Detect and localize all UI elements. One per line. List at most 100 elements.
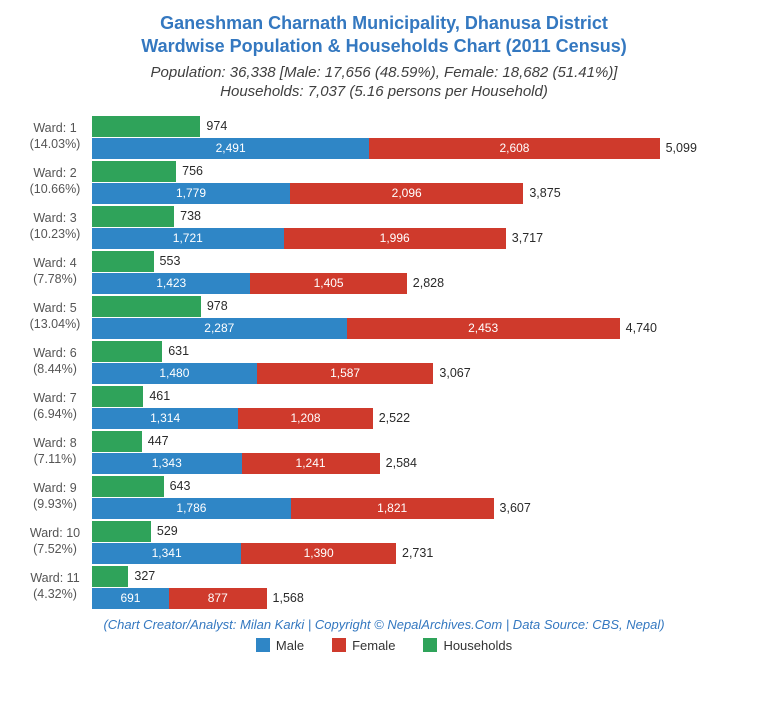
population-bar-line: 2,2872,453 4,740	[92, 318, 750, 339]
ward-label: Ward: 11(4.32%)	[18, 566, 92, 609]
households-bar-line: 978	[92, 296, 750, 317]
households-bar-line: 447	[92, 431, 750, 452]
ward-bars: 447 1,3431,241 2,584	[92, 431, 750, 474]
ward-label: Ward: 6(8.44%)	[18, 341, 92, 384]
households-value: 553	[160, 254, 181, 268]
total-value: 2,731	[402, 546, 433, 560]
ward-label: Ward: 5(13.04%)	[18, 296, 92, 339]
households-value: 974	[206, 119, 227, 133]
population-bar-line: 1,3431,241 2,584	[92, 453, 750, 474]
ward-row: Ward: 5(13.04%)9782,2872,453 4,740	[18, 296, 750, 339]
ward-row: Ward: 1(14.03%) 974 2,4912,608 5,099	[18, 116, 750, 159]
total-value: 5,099	[666, 141, 697, 155]
male-bar: 2,287	[92, 318, 347, 339]
female-swatch	[332, 638, 346, 652]
female-bar: 1,405	[250, 273, 406, 294]
ward-bars: 5531,4231,4052,828	[92, 251, 750, 294]
households-value: 461	[149, 389, 170, 403]
female-bar: 2,453	[347, 318, 620, 339]
ward-row: Ward: 3(10.23%)7381,7211,9963,717	[18, 206, 750, 249]
population-bar-line: 1,3141,208 2,522	[92, 408, 750, 429]
households-bar	[92, 296, 201, 317]
households-bar	[92, 161, 176, 182]
households-value: 447	[148, 434, 169, 448]
title-line2: Wardwise Population & Households Chart (…	[141, 36, 626, 56]
total-value: 4,740	[626, 321, 657, 335]
title-line1: Ganeshman Charnath Municipality, Dhanusa…	[160, 13, 608, 33]
ward-bars: 7561,7792,0963,875	[92, 161, 750, 204]
total-value: 3,717	[512, 231, 543, 245]
population-bar-line: 1,7792,0963,875	[92, 183, 750, 204]
ward-bars: 461 1,3141,208 2,522	[92, 386, 750, 429]
households-value: 643	[170, 479, 191, 493]
total-value: 2,522	[379, 411, 410, 425]
female-bar: 1,241	[242, 453, 380, 474]
households-swatch	[423, 638, 437, 652]
legend-item-female: Female	[332, 638, 395, 653]
chart-title: Ganeshman Charnath Municipality, Dhanusa…	[18, 12, 750, 59]
ward-row: Ward: 4(7.78%)5531,4231,4052,828	[18, 251, 750, 294]
ward-label: Ward: 9(9.93%)	[18, 476, 92, 519]
population-bar-line: 2,4912,608 5,099	[92, 138, 750, 159]
legend-male-label: Male	[276, 638, 304, 653]
population-bar-line: 1,3411,390 2,731	[92, 543, 750, 564]
male-bar: 691	[92, 588, 169, 609]
female-bar: 1,587	[257, 363, 434, 384]
female-bar: 1,996	[284, 228, 506, 249]
ward-row: Ward: 11(4.32%) 327 6918771,568	[18, 566, 750, 609]
male-bar: 1,343	[92, 453, 242, 474]
total-value: 3,607	[500, 501, 531, 515]
female-bar: 1,208	[238, 408, 372, 429]
ward-label: Ward: 10(7.52%)	[18, 521, 92, 564]
households-bar	[92, 386, 143, 407]
population-bar-line: 1,7861,8213,607	[92, 498, 750, 519]
male-bar: 1,341	[92, 543, 241, 564]
male-swatch	[256, 638, 270, 652]
households-bar-line: 461	[92, 386, 750, 407]
female-bar: 2,096	[290, 183, 523, 204]
ward-bars: 643 1,7861,8213,607	[92, 476, 750, 519]
households-bar-line: 756	[92, 161, 750, 182]
male-bar: 1,423	[92, 273, 250, 294]
chart-area: Ward: 1(14.03%)9742,4912,6085,099Ward: 2…	[18, 116, 750, 609]
ward-bars: 6311,4801,587 3,067	[92, 341, 750, 384]
households-bar	[92, 341, 162, 362]
ward-bars: 7381,7211,9963,717	[92, 206, 750, 249]
households-bar	[92, 206, 174, 227]
legend-female-label: Female	[352, 638, 395, 653]
households-bar-line: 631	[92, 341, 750, 362]
ward-row: Ward: 10(7.52%)5291,3411,390 2,731	[18, 521, 750, 564]
legend-item-households: Households	[423, 638, 512, 653]
ward-row: Ward: 2(10.66%)7561,7792,0963,875	[18, 161, 750, 204]
male-bar: 1,480	[92, 363, 257, 384]
households-bar-line: 327	[92, 566, 750, 587]
population-bar-line: 1,7211,9963,717	[92, 228, 750, 249]
total-value: 1,568	[273, 591, 304, 605]
legend-item-male: Male	[256, 638, 304, 653]
households-value: 327	[134, 569, 155, 583]
households-bar-line: 738	[92, 206, 750, 227]
male-bar: 2,491	[92, 138, 369, 159]
households-bar	[92, 251, 154, 272]
female-bar: 1,390	[241, 543, 396, 564]
female-bar: 2,608	[369, 138, 659, 159]
households-bar	[92, 521, 151, 542]
ward-label: Ward: 1(14.03%)	[18, 116, 92, 159]
male-bar: 1,314	[92, 408, 238, 429]
total-value: 3,875	[529, 186, 560, 200]
households-value: 738	[180, 209, 201, 223]
ward-row: Ward: 6(8.44%)6311,4801,587 3,067	[18, 341, 750, 384]
households-bar	[92, 116, 200, 137]
ward-bars: 327 6918771,568	[92, 566, 750, 609]
ward-label: Ward: 4(7.78%)	[18, 251, 92, 294]
total-value: 2,584	[386, 456, 417, 470]
population-bar-line: 6918771,568	[92, 588, 750, 609]
households-bar-line: 529	[92, 521, 750, 542]
ward-row: Ward: 8(7.11%) 447 1,3431,241 2,584	[18, 431, 750, 474]
ward-row: Ward: 7(6.94%) 461 1,3141,208 2,522	[18, 386, 750, 429]
households-bar-line: 974	[92, 116, 750, 137]
ward-label: Ward: 7(6.94%)	[18, 386, 92, 429]
total-value: 3,067	[439, 366, 470, 380]
ward-bars: 5291,3411,390 2,731	[92, 521, 750, 564]
ward-label: Ward: 8(7.11%)	[18, 431, 92, 474]
